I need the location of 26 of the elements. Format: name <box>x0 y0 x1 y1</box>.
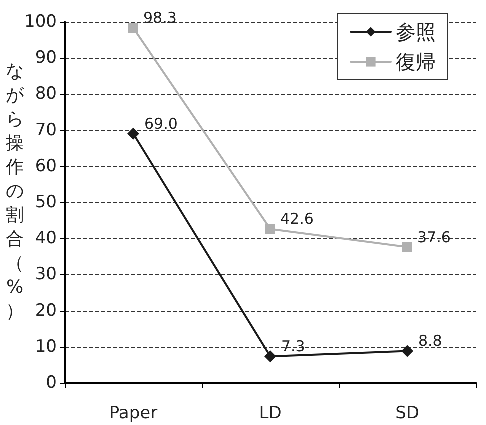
y-tick-label: 10 <box>35 336 57 357</box>
y-tick-label: 60 <box>35 156 57 176</box>
point <box>402 242 412 252</box>
point <box>128 128 140 140</box>
legend-label: 参照 <box>396 20 436 44</box>
x-tick-label: LD <box>259 404 282 424</box>
data-label: 42.6 <box>280 210 314 228</box>
y-tick-label: 50 <box>35 192 57 212</box>
x-tick-label: SD <box>396 404 420 424</box>
y-tick-label: 80 <box>35 84 57 104</box>
legend-label: 復帰 <box>396 50 436 74</box>
text: ながら操作の割合（%） <box>6 61 24 322</box>
y-tick-label: 0 <box>46 373 57 393</box>
y-tick-label: 100 <box>24 12 57 32</box>
point <box>266 224 276 234</box>
y-tick-label: 40 <box>35 228 57 249</box>
x-tick-label: Paper <box>109 404 158 424</box>
y-tick-label: 20 <box>35 300 57 321</box>
data-label: 69.0 <box>144 114 178 133</box>
point <box>402 345 414 358</box>
point <box>264 350 276 363</box>
data-label: 8.8 <box>418 332 442 350</box>
y-tick-label: 90 <box>35 48 57 68</box>
y-tick-label: 70 <box>35 120 57 140</box>
point <box>128 23 138 34</box>
y-tick-label: 30 <box>35 264 57 285</box>
